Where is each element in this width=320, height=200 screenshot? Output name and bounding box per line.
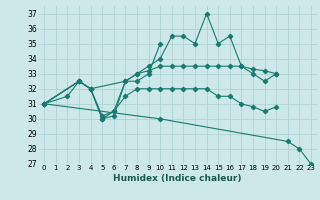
X-axis label: Humidex (Indice chaleur): Humidex (Indice chaleur) (113, 174, 242, 183)
